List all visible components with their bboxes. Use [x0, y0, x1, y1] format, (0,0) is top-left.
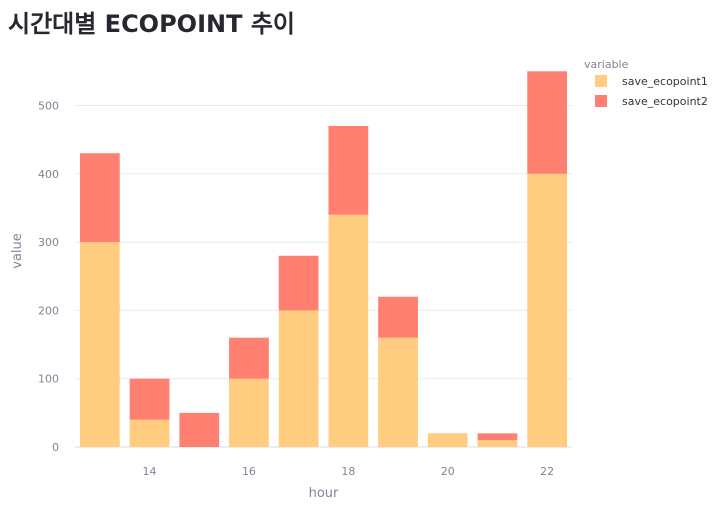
- x-tick-label: 18: [341, 465, 355, 478]
- x-tick-label: 16: [242, 465, 256, 478]
- bar-save_ecopoint1-17[interactable]: [278, 310, 319, 447]
- x-tick-label: 22: [540, 465, 554, 478]
- y-tick-label: 500: [38, 99, 59, 112]
- x-tick-label: 14: [143, 465, 157, 478]
- bar-save_ecopoint2-14[interactable]: [129, 378, 170, 420]
- bar-save_ecopoint2-17[interactable]: [278, 255, 319, 311]
- bar-save_ecopoint2-19[interactable]: [378, 296, 418, 338]
- bar-save_ecopoint2-15[interactable]: [179, 412, 220, 447]
- legend[interactable]: variable save_ecopoint1 save_ecopoint2: [584, 58, 708, 108]
- y-tick-label: 300: [38, 236, 59, 249]
- bar-save_ecopoint2-22[interactable]: [527, 71, 568, 174]
- y-tick-label: 400: [38, 168, 59, 181]
- y-tick-label: 200: [38, 304, 59, 317]
- bar-save_ecopoint1-19[interactable]: [378, 337, 418, 447]
- y-axis-title: value: [10, 233, 25, 269]
- bar-save_ecopoint1-20[interactable]: [427, 433, 468, 447]
- x-tick-labels: 14 16 18 20 22: [143, 465, 555, 478]
- bar-save_ecopoint1-18[interactable]: [328, 214, 369, 447]
- legend-swatch: [595, 95, 607, 107]
- bar-save_ecopoint2-13[interactable]: [79, 153, 120, 243]
- x-tick-label: 20: [441, 465, 455, 478]
- bar-save_ecopoint2-18[interactable]: [328, 125, 369, 215]
- bars: [79, 71, 568, 447]
- bar-save_ecopoint1-14[interactable]: [129, 419, 170, 447]
- bar-save_ecopoint2-21[interactable]: [477, 433, 518, 441]
- bar-save_ecopoint1-21[interactable]: [477, 440, 518, 447]
- y-tick-label: 100: [38, 373, 59, 386]
- bar-save_ecopoint2-16[interactable]: [229, 337, 269, 379]
- y-tick-label: 0: [52, 441, 59, 454]
- bar-save_ecopoint1-13[interactable]: [79, 242, 120, 447]
- y-tick-labels: 0 100 200 300 400 500: [38, 99, 59, 454]
- chart-title: 시간대별 ECOPOINT 추이: [8, 10, 295, 38]
- legend-label: save_ecopoint2: [622, 95, 708, 108]
- bar-save_ecopoint1-16[interactable]: [229, 378, 269, 447]
- x-axis-title: hour: [309, 486, 339, 501]
- legend-swatch: [595, 75, 607, 87]
- bar-save_ecopoint1-22[interactable]: [527, 173, 568, 447]
- legend-label: save_ecopoint1: [622, 75, 708, 88]
- legend-title: variable: [584, 58, 629, 71]
